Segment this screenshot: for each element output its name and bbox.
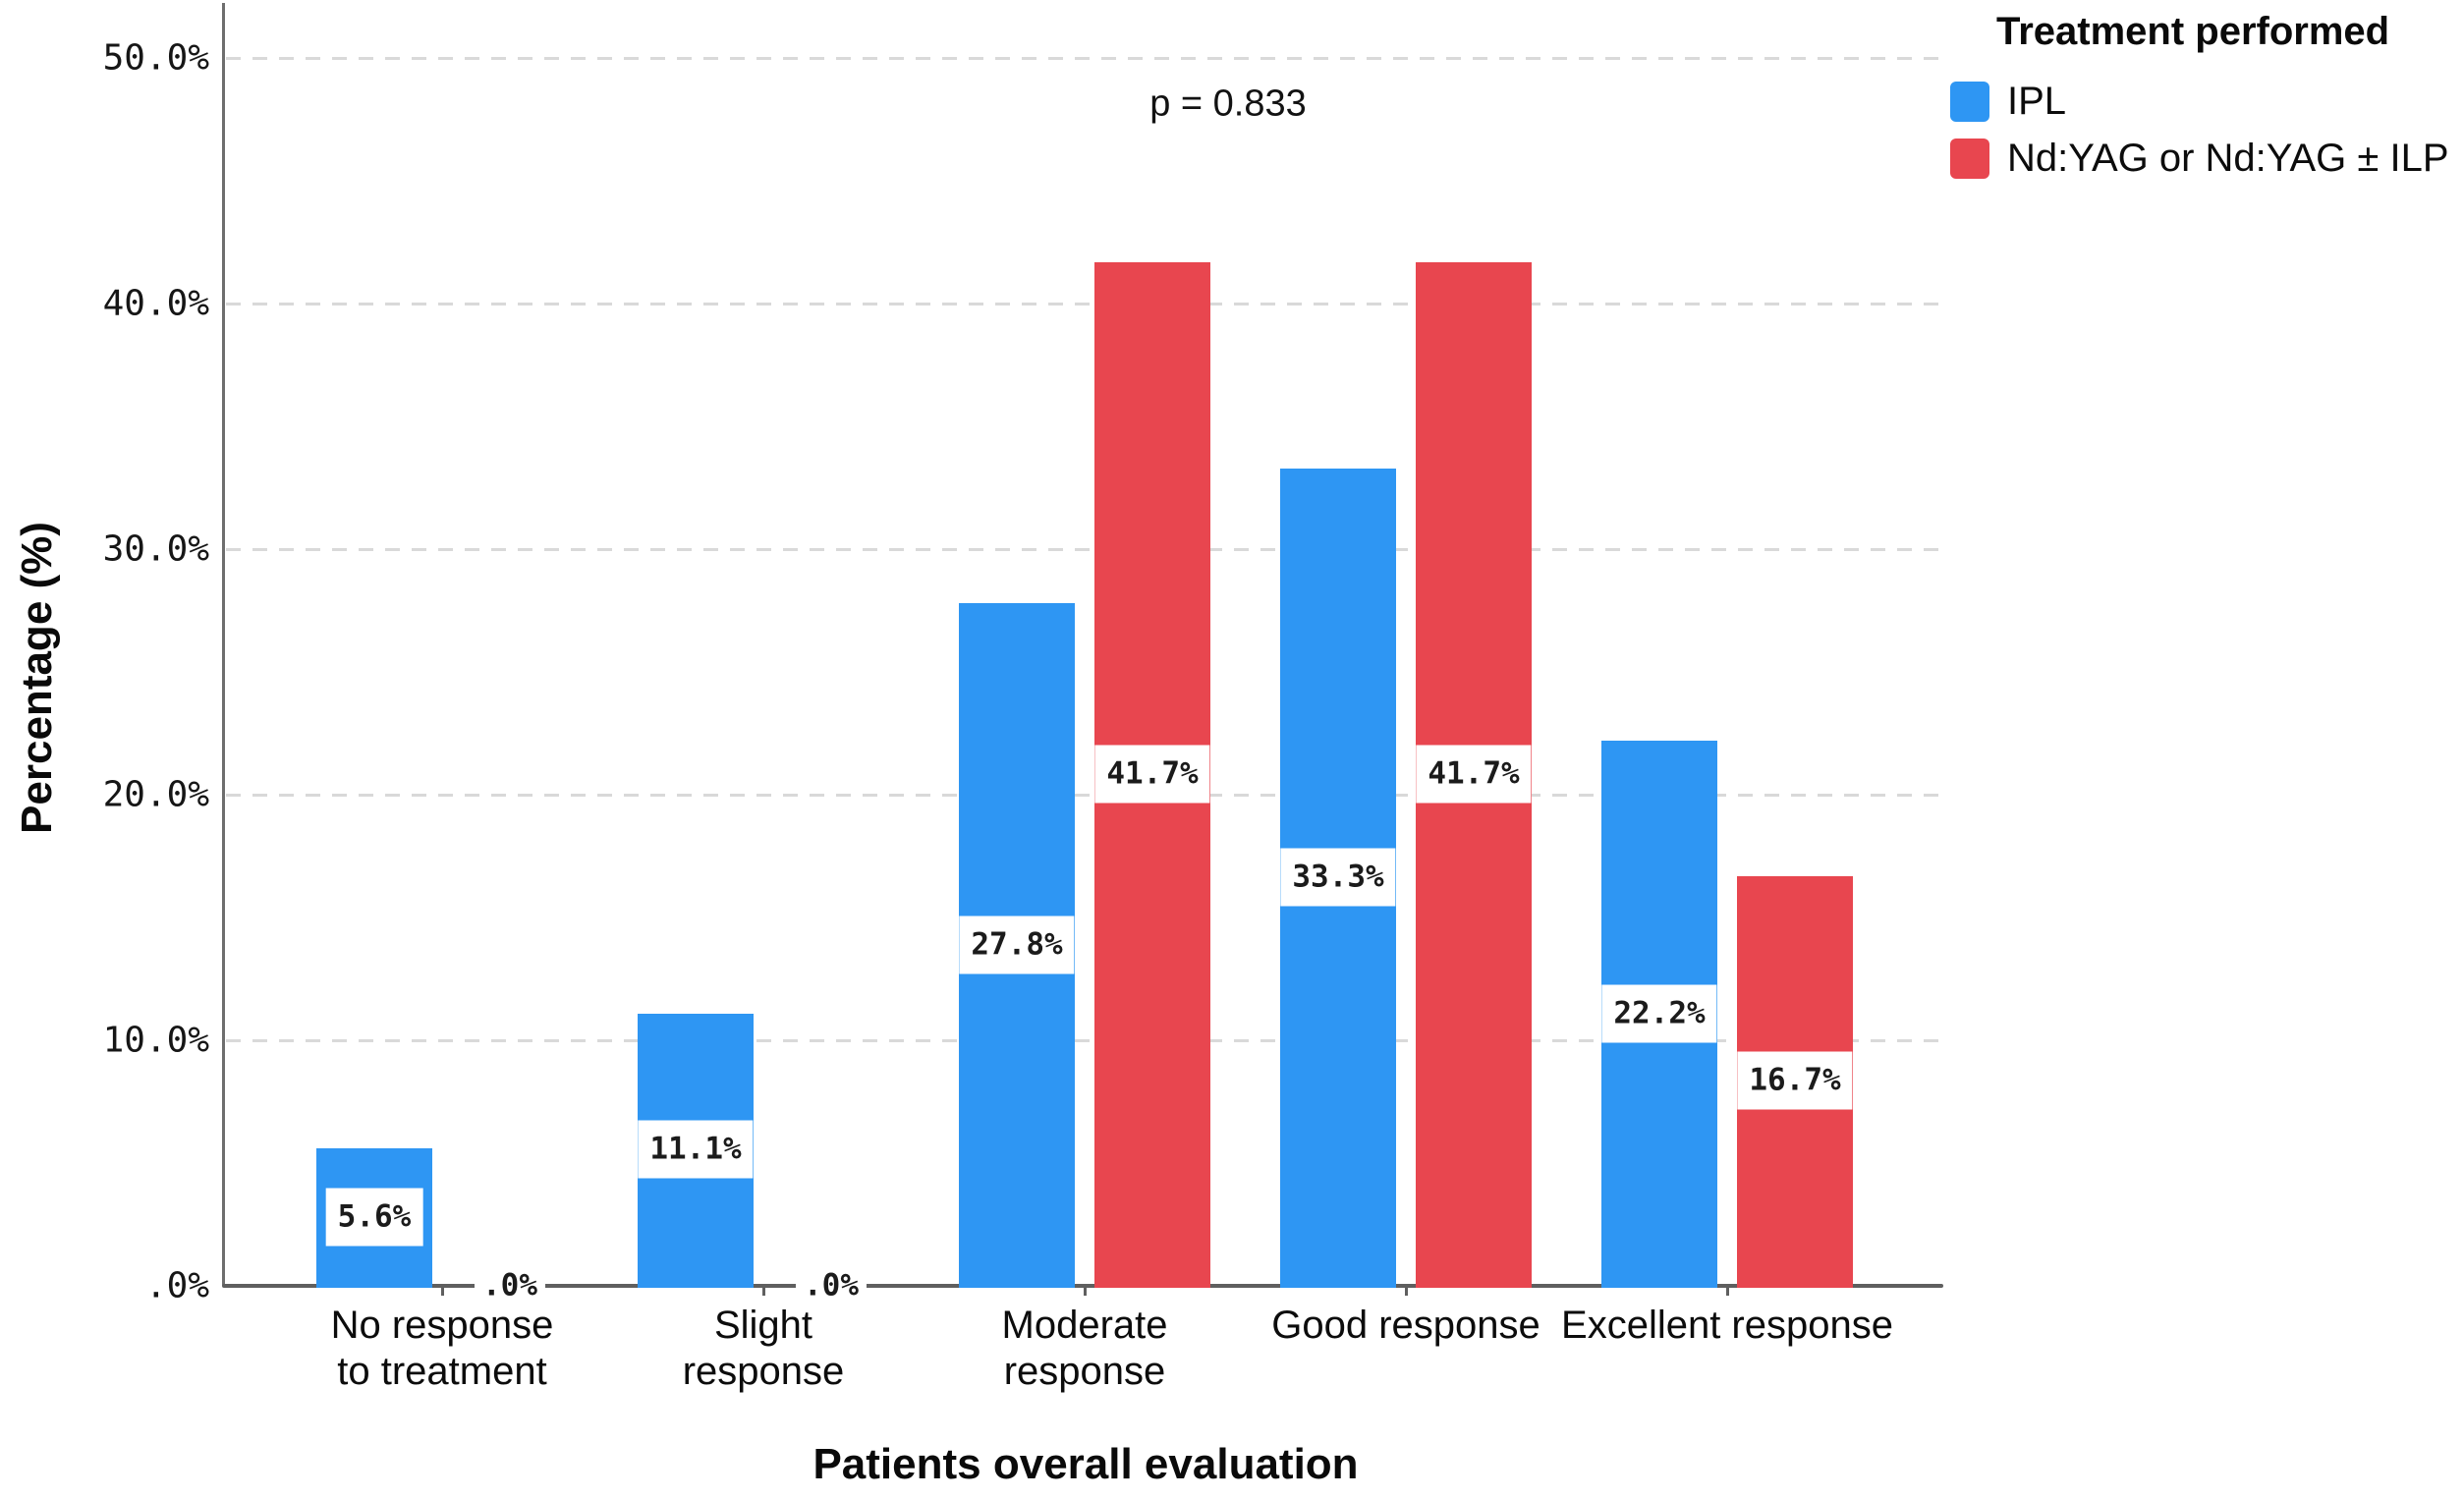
- category-tick: [1726, 1288, 1729, 1296]
- category-tick: [762, 1288, 765, 1296]
- category-label-moderate-response: Moderate response: [1001, 1304, 1168, 1393]
- x-axis-title: Patients overall evaluation: [812, 1440, 1359, 1488]
- y-axis-title: Percentage (%): [13, 522, 61, 834]
- bar-value-label: 33.3%: [1280, 848, 1396, 907]
- bar-value-label: 5.6%: [325, 1188, 423, 1247]
- legend: Treatment performed IPL Nd:YAG or Nd:YAG …: [1950, 10, 2461, 195]
- gridline-50pct: [226, 57, 1943, 60]
- gridline-30pct: [226, 548, 1943, 551]
- category-tick: [441, 1288, 444, 1296]
- legend-item-nd-yag-or-nd-yag-ilp: Nd:YAG or Nd:YAG ± ILP: [1950, 137, 2461, 180]
- y-tick-label: .0%: [144, 1265, 209, 1306]
- y-axis-line: [222, 3, 225, 1286]
- p-value-annotation: p = 0.833: [1149, 83, 1307, 125]
- bar-value-label: 41.7%: [1094, 745, 1210, 804]
- category-label-no-response-to-treatment: No response to treatment: [330, 1304, 554, 1393]
- category-label-good-response: Good response: [1271, 1304, 1540, 1347]
- x-axis-line: [222, 1284, 1943, 1288]
- bar-value-label: .0%: [475, 1266, 545, 1305]
- gridline-40pct: [226, 303, 1943, 305]
- category-label-excellent-response: Excellent response: [1561, 1304, 1893, 1347]
- gridline-20pct: [226, 794, 1943, 797]
- legend-item-label: IPL: [2007, 80, 2067, 123]
- legend-swatch-icon: [1950, 82, 1989, 122]
- category-label-slight-response: Slight response: [682, 1304, 845, 1393]
- bar-value-label: 41.7%: [1416, 745, 1532, 804]
- bar-value-label: 16.7%: [1737, 1051, 1853, 1110]
- category-tick: [1084, 1288, 1087, 1296]
- y-tick-label: 20.0%: [102, 774, 209, 815]
- legend-swatch-icon: [1950, 139, 1989, 179]
- y-tick-label: 40.0%: [102, 283, 209, 324]
- bar-value-label: .0%: [796, 1266, 867, 1305]
- legend-items: IPL Nd:YAG or Nd:YAG ± ILP: [1950, 80, 2461, 180]
- bar-value-label: 22.2%: [1601, 984, 1717, 1042]
- category-tick: [1405, 1288, 1408, 1296]
- legend-item-ipl: IPL: [1950, 80, 2461, 123]
- legend-item-label: Nd:YAG or Nd:YAG ± ILP: [2007, 137, 2449, 180]
- legend-title: Treatment performed: [1996, 10, 2390, 53]
- y-tick-label: 30.0%: [102, 528, 209, 570]
- bar-value-label: 27.8%: [959, 916, 1075, 973]
- gridline-10pct: [226, 1039, 1943, 1042]
- y-tick-label: 10.0%: [102, 1020, 209, 1061]
- y-tick-label: 50.0%: [102, 37, 209, 79]
- bar-value-label: 11.1%: [638, 1120, 754, 1179]
